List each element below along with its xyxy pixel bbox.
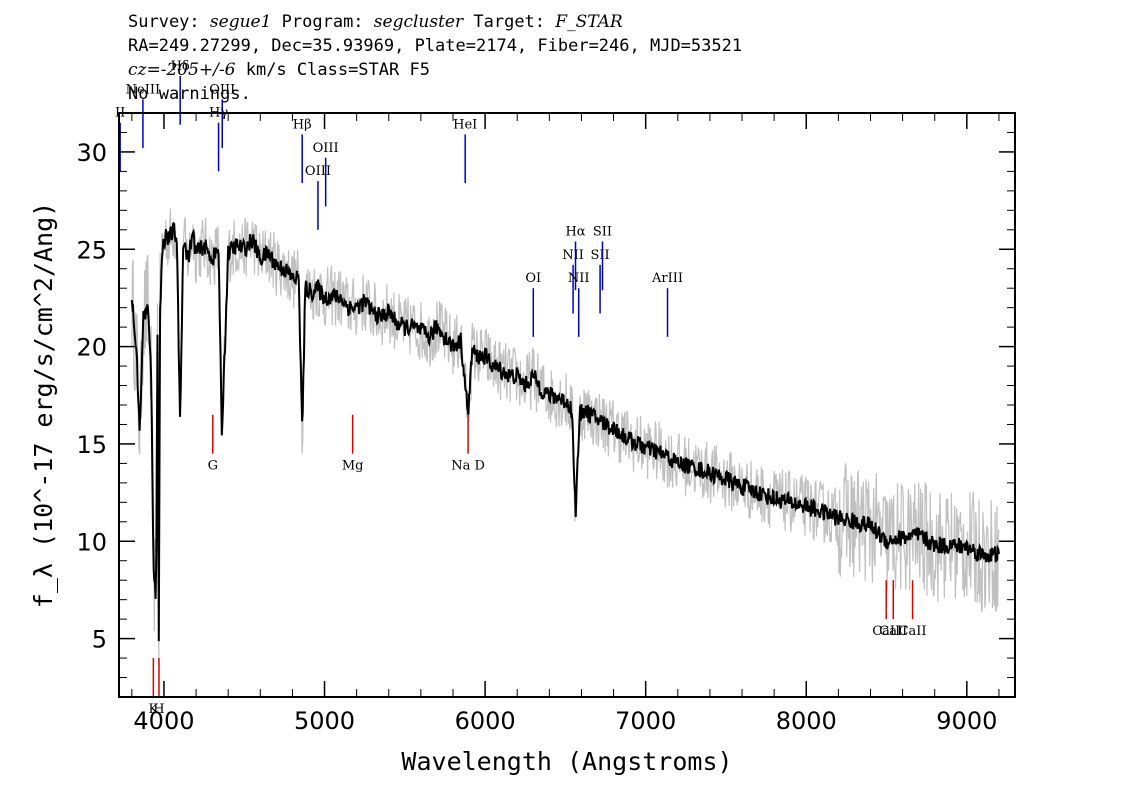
absorption-line-label: K [149,702,159,717]
x-axis-title: Wavelength (Angstroms) [401,747,732,776]
x-tick-label: 6000 [455,707,516,735]
target-value: F_STAR [555,12,623,32]
cz-unit-class: km/s Class=STAR F5 [245,60,430,80]
absorption-line-label: CaII [872,624,900,639]
survey-label: Survey: [128,12,200,32]
program-label: Program: [281,12,364,32]
emission-line-label: NeIII [126,82,160,97]
y-tick-label: 10 [76,528,107,556]
emission-line-label: Hα [565,224,585,239]
absorption-line-label: Na D [451,459,485,474]
absorption-line-label: Mg [342,459,364,474]
emission-line-label: Hβ [293,117,312,132]
y-tick-label: 5 [92,626,107,654]
absorption-line-label: G [208,459,218,474]
emission-line-label: OIII [209,82,235,97]
survey-value: segue1 [209,12,272,32]
error-band-line [131,208,1000,666]
cz-label: cz= [128,60,161,80]
program-value: segcluster [373,12,464,32]
emission-line-label: SII [590,248,609,263]
target-label: Target: [473,12,546,32]
emission-line-label: ArIII [651,271,683,286]
header-line-coords: RA=249.27299, Dec=35.93969, Plate=2174, … [128,36,743,56]
emission-line-label: HeI [453,117,477,132]
header-line-redshift: cz=-205+/-6 km/s Class=STAR F5 [128,58,742,82]
emission-line-label: NII [562,248,584,263]
emission-line-label: OIII [313,141,339,156]
x-tick-label: 9000 [936,707,997,735]
plot-area: IINeIIIHδHγOIIIHβOIIIOIIIHeIOINIIHαNIISI… [115,59,1000,717]
x-tick-label: 8000 [776,707,837,735]
absorption-line-label: H [153,702,164,717]
absorption-line-label: CaII [899,624,927,639]
absorption-line-label: CaII [879,624,907,639]
spectrum-header: Survey: segue1 Program: segcluster Targe… [128,10,742,106]
y-tick-label: 20 [76,334,107,362]
x-tick-label: 7000 [615,707,676,735]
y-axis-title: f_λ (10^-17 erg/s/cm^2/Ang) [29,202,58,608]
header-line-survey: Survey: segue1 Program: segcluster Targe… [128,10,742,34]
x-tick-label: 4000 [133,707,194,735]
axes: 4000 5000 6000 7000 8000 9000 5 10 15 20 25 30 [76,113,1015,735]
emission-line-label: Hδ [171,59,190,74]
y-tick-label: 15 [76,431,107,459]
header-line-warnings: No warnings. [128,84,251,104]
x-tick-label: 5000 [294,707,355,735]
emission-line-label: SII [593,224,612,239]
emission-line-label: OI [525,271,541,286]
emission-line-label: NII [568,271,590,286]
emission-line-label: OIII [305,164,331,179]
y-tick-label: 30 [76,139,107,167]
spectrum-line [130,221,1000,642]
y-tick-label: 25 [76,236,107,264]
cz-value: -205+/-6 [160,60,236,80]
